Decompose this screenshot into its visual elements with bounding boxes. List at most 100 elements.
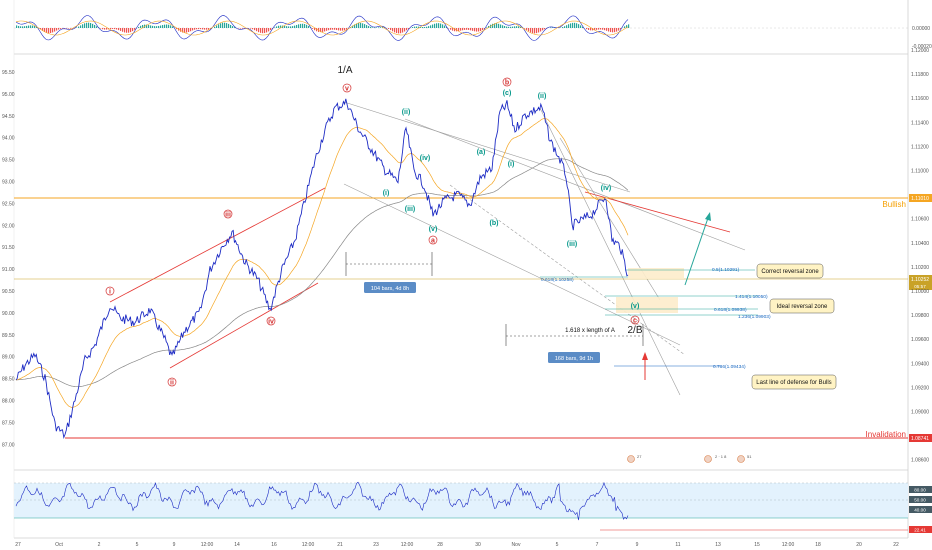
oscillator-bar [118, 28, 120, 31]
oscillator-bar [198, 28, 200, 30]
oscillator-bar [480, 28, 482, 32]
c-subwave-v-label: (v) [631, 303, 640, 310]
oscillator-bar [396, 28, 398, 34]
oscillator-bar [382, 27, 384, 28]
callout-correct-text: Correct reversal zone [761, 269, 819, 275]
bars-badge-2 [548, 352, 600, 363]
wave-b-label: b [505, 80, 509, 87]
oscillator-bar [88, 22, 90, 28]
c-subwave-iv-label: (iv) [601, 185, 612, 192]
event-icon-3[interactable] [737, 455, 745, 463]
right-tick: 1.11400 [911, 120, 929, 126]
bars-badge-1 [364, 282, 416, 293]
oscillator-bar [148, 24, 150, 28]
event-icon-3-text: 51 [747, 454, 752, 459]
oscillator-bar [230, 24, 232, 28]
oscillator-bar [112, 28, 114, 30]
x-tick: 14 [234, 542, 240, 548]
x-tick: Oct [55, 542, 63, 548]
oscillator-bar [208, 28, 210, 30]
oscillator-bar [364, 24, 366, 28]
oscillator-bar [466, 28, 468, 30]
oscillator-bar [44, 28, 46, 33]
oscillator-bar [126, 28, 128, 33]
current-price-tag-text: 1.10252 [911, 277, 929, 283]
oscillator-bar [516, 26, 518, 28]
oscillator-bar [326, 28, 328, 31]
c-subwave-ii-label: (ii) [538, 93, 547, 100]
oscillator-bar [390, 28, 392, 31]
oscillator-bar [46, 28, 48, 33]
oscillator-bar [576, 23, 578, 28]
left-tick: 89.00 [2, 355, 15, 361]
oscillator-bar [518, 26, 520, 28]
wave-b-circle [502, 77, 512, 87]
right-tick: 1.11000 [911, 169, 929, 175]
rsi-tick-80: 80.00 [914, 488, 926, 493]
oscillator-bar [570, 23, 572, 28]
oscillator-bar [206, 28, 208, 30]
event-icon-1[interactable] [627, 455, 635, 463]
oscillator-bar [190, 28, 192, 32]
event-icon-2[interactable] [704, 455, 712, 463]
oscillator-bar [508, 26, 510, 28]
oscillator-bar [302, 23, 304, 28]
c-subwave-iii-label: (iii) [567, 241, 578, 248]
oscillator-bar [436, 23, 438, 28]
oscillator-bar [408, 28, 410, 29]
oscillator-bar [102, 28, 104, 30]
oscillator-bar [114, 28, 116, 30]
oscillator-bar [626, 25, 628, 28]
rsi-tag-low [909, 526, 932, 533]
event-icons[interactable]: 27 2 · 1 8 51 [627, 454, 753, 463]
rsi-pane: 80.00 50.00 40.00 22.41 [14, 481, 932, 533]
oscillator-pane: 0.00000 -0.00020 [14, 15, 932, 50]
oscillator-bar [322, 28, 324, 32]
left-tick: 95.00 [2, 92, 15, 98]
oscillator-bar [36, 26, 38, 28]
oscillator-bar [600, 28, 602, 30]
bullish-price-tag-text: 1.11010 [911, 196, 929, 202]
left-axis-ticks: 95.50 95.00 94.50 94.00 93.50 93.00 92.50 92.00… [2, 70, 15, 448]
wave-1a-label: 1/A [337, 65, 352, 76]
price-series-line [15, 98, 629, 440]
oscillator-bar [330, 28, 332, 30]
rsi-tag-50 [909, 496, 932, 503]
invalidation-label: Invalidation [866, 430, 906, 439]
rsi-tick-40: 40.00 [914, 508, 926, 513]
oscillator-bar [170, 25, 172, 28]
oscillator-bar [90, 23, 92, 28]
oscillator-bar [362, 23, 364, 28]
oscillator-bar [578, 24, 580, 28]
oscillator-bar [196, 28, 198, 30]
x-tick: 9 [636, 542, 639, 548]
oscillator-bar [506, 26, 508, 28]
wave-a-circle [428, 235, 438, 245]
oscillator-bar [156, 26, 158, 28]
event-icon-1-text: 27 [637, 454, 642, 459]
oscillator-bar [596, 28, 598, 30]
left-tick: 93.50 [2, 158, 15, 164]
left-tick: 92.00 [2, 223, 15, 229]
left-tick: 88.50 [2, 377, 15, 383]
ideal-reversal-zone [616, 297, 678, 313]
red-arrow-head [642, 352, 648, 360]
oscillator-bar [590, 28, 592, 31]
oscillator-bar [342, 28, 344, 31]
oscillator-bar [92, 23, 94, 28]
oscillator-bar [486, 27, 488, 28]
oscillator-bar [520, 26, 522, 28]
oscillator-bar [110, 28, 112, 30]
oscillator-bar [352, 25, 354, 28]
oscillator-bar [588, 28, 590, 30]
oscillator-bar [372, 27, 374, 28]
oscillator-bar [60, 28, 62, 29]
oscillator-bar [414, 26, 416, 28]
oscillator-bar [298, 24, 300, 28]
oscillator-bar [442, 24, 444, 28]
bullish-price-tag [909, 194, 932, 202]
oscillator-bar [540, 28, 542, 32]
oscillator-bar [402, 28, 404, 33]
oscillator-bar [150, 25, 152, 28]
oscillator-bar [192, 28, 194, 31]
